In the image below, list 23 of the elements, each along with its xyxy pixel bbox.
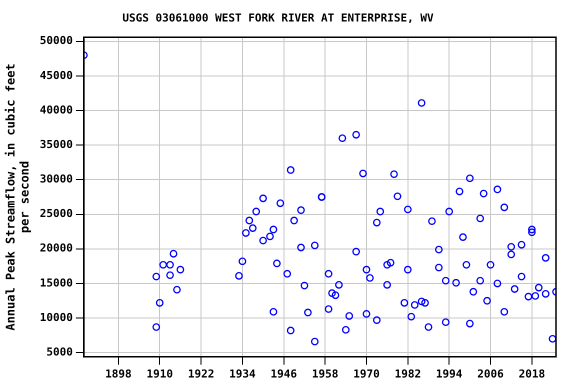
y-tick-label: 35000: [40, 138, 73, 151]
y-axis-title: Annual Peak Streamflow, in cubic feet per second: [3, 63, 32, 331]
y-tick-label: 15000: [40, 276, 73, 290]
x-tick-label: 1934: [229, 367, 256, 380]
chart-title: USGS 03061000 WEST FORK RIVER AT ENTERPRISE, WV: [122, 11, 434, 24]
x-tick-label: 1994: [436, 367, 463, 380]
x-tick-label: 1922: [188, 367, 214, 380]
x-tick-label: 1898: [105, 367, 132, 380]
y-tick-label: 45000: [40, 68, 73, 82]
x-tick-label: 1970: [353, 367, 380, 380]
x-tick-label: 2006: [477, 367, 504, 380]
y-tick-label: 30000: [40, 172, 73, 186]
x-tick-label: 1982: [394, 367, 422, 380]
y-tick-label: 20000: [40, 242, 73, 255]
x-tick-label: 1946: [270, 367, 298, 380]
y-tick-label: 25000: [40, 207, 73, 220]
y-tick-label: 5000: [46, 346, 73, 359]
x-tick-label: 2018: [518, 367, 546, 380]
y-tick-label: 40000: [40, 103, 73, 116]
x-tick-label: 1958: [312, 367, 338, 380]
x-tick-label: 1910: [146, 367, 173, 380]
y-tick-label: 50000: [40, 34, 73, 48]
y-tick-label: 10000: [40, 310, 73, 324]
